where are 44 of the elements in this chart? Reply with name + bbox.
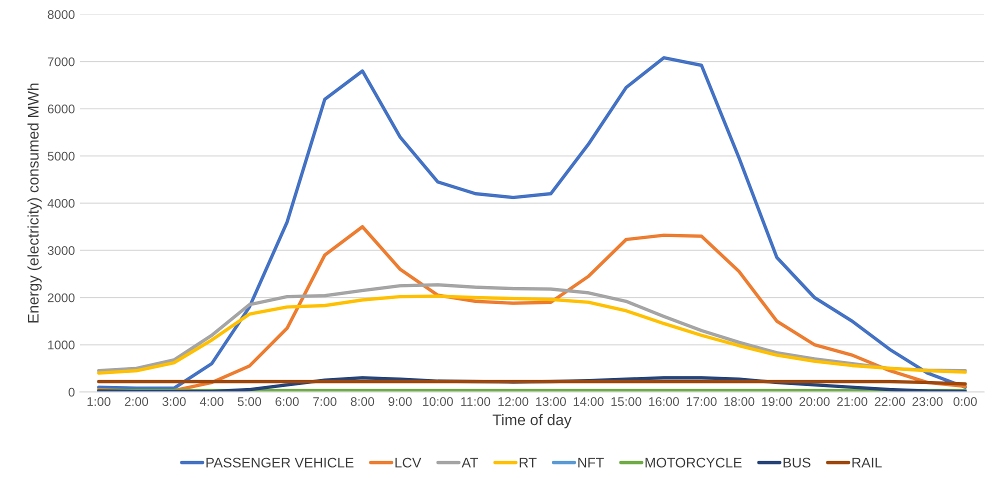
y-axis-title: Energy (electricity) consumed MWh xyxy=(27,84,42,322)
y-tick-label: 4000 xyxy=(48,198,75,208)
line-series xyxy=(97,56,967,390)
x-tick-label: 7:00 xyxy=(313,397,336,406)
x-tick-label: 23:00 xyxy=(912,397,943,406)
x-tick-label: 1:00 xyxy=(88,397,110,406)
x-tick-label: 22:00 xyxy=(874,397,905,406)
x-tick-label: 15:00 xyxy=(611,397,642,406)
x-tick-label: 20:00 xyxy=(799,397,830,406)
x-tick-label: 11:00 xyxy=(461,397,490,406)
x-tick-label: 21:00 xyxy=(837,397,868,406)
legend-label: RT xyxy=(520,458,537,468)
x-tick-label: 13:00 xyxy=(536,397,566,406)
legend-label: AT xyxy=(462,458,478,468)
x-tick-label: 3:00 xyxy=(162,397,186,406)
y-tick-label: 3000 xyxy=(48,246,75,256)
x-tick-label: 18:00 xyxy=(724,397,754,406)
legend-label: PASSENGER VEHICLE xyxy=(206,458,354,468)
y-tick-label: 2000 xyxy=(48,293,75,302)
x-tick-label: 12:00 xyxy=(498,397,528,406)
y-tick-label: 6000 xyxy=(48,104,75,114)
x-tick-label: 6:00 xyxy=(276,397,299,406)
x-tick-label: 8:00 xyxy=(350,397,374,406)
legend-label: MOTORCYCLE xyxy=(646,458,742,468)
x-tick-label: 0:00 xyxy=(954,397,977,406)
x-tick-label: 5:00 xyxy=(238,397,262,406)
legend-label: LCV xyxy=(395,458,422,468)
x-tick-label: 9:00 xyxy=(388,397,412,406)
x-tick-label: 4:00 xyxy=(200,397,224,406)
legend-label: BUS xyxy=(784,458,810,468)
x-tick-label: 2:00 xyxy=(124,397,148,406)
x-axis-title: Time of day xyxy=(492,414,572,428)
x-tick-label: 14:00 xyxy=(574,397,604,406)
y-tick-label: 5000 xyxy=(48,152,75,161)
legend-label: NFT xyxy=(578,458,604,468)
legend-label: RAIL xyxy=(852,458,882,468)
x-tick-label: 16:00 xyxy=(649,397,679,406)
x-tick-label: 19:00 xyxy=(762,397,792,406)
y-tick-label: 7000 xyxy=(48,57,75,66)
x-tick-label: 10:00 xyxy=(423,397,453,406)
y-tick-label: 0 xyxy=(68,388,75,397)
y-tick-label: 8000 xyxy=(48,10,75,19)
x-tick-label: 17:00 xyxy=(686,397,717,406)
y-tick-label: 1000 xyxy=(48,340,75,350)
